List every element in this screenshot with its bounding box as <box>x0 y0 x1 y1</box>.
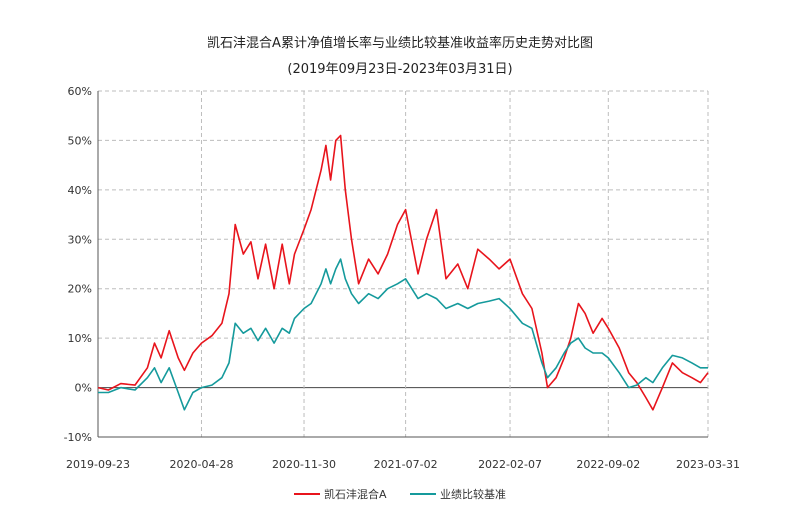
series-line-fund <box>97 134 709 411</box>
x-tick-label: 2022-02-07 <box>478 458 542 471</box>
x-tick-label: 2019-09-23 <box>66 458 130 471</box>
x-tick-label: 2020-11-30 <box>272 458 336 471</box>
series-line-benchmark <box>98 258 708 411</box>
y-tick-label: 30% <box>68 233 92 246</box>
legend-label: 凯石沣混合A <box>324 487 387 501</box>
y-tick-label: -10% <box>64 431 92 444</box>
axes <box>97 91 708 438</box>
y-tick-label: 50% <box>68 134 92 147</box>
y-tick-label: 0% <box>75 382 92 395</box>
tick-labels: -10% 0% 10% 20% 30% 40% 50% 60% 2019-09-23 2020-0… <box>64 85 740 471</box>
x-tick-label: 2023-03-31 <box>676 458 740 471</box>
y-tick-label: 60% <box>68 85 92 98</box>
legend: 凯石沣混合A 业绩比较基准 <box>294 487 506 501</box>
x-tick-label: 2020-04-28 <box>170 458 234 471</box>
legend-label: 业绩比较基准 <box>440 487 506 501</box>
chart-title: 凯石沣混合A累计净值增长率与业绩比较基准收益率历史走势对比图 <box>207 35 593 51</box>
y-tick-label: 20% <box>68 283 92 296</box>
chart-subtitle: (2019年09月23日-2023年03月31日) <box>287 62 512 77</box>
x-tick-label: 2022-09-02 <box>576 458 640 471</box>
series-lines <box>97 134 709 411</box>
y-tick-label: 10% <box>68 332 92 345</box>
y-tick-label: 40% <box>68 184 92 197</box>
x-tick-label: 2021-07-02 <box>374 458 438 471</box>
grid-lines <box>98 90 709 438</box>
